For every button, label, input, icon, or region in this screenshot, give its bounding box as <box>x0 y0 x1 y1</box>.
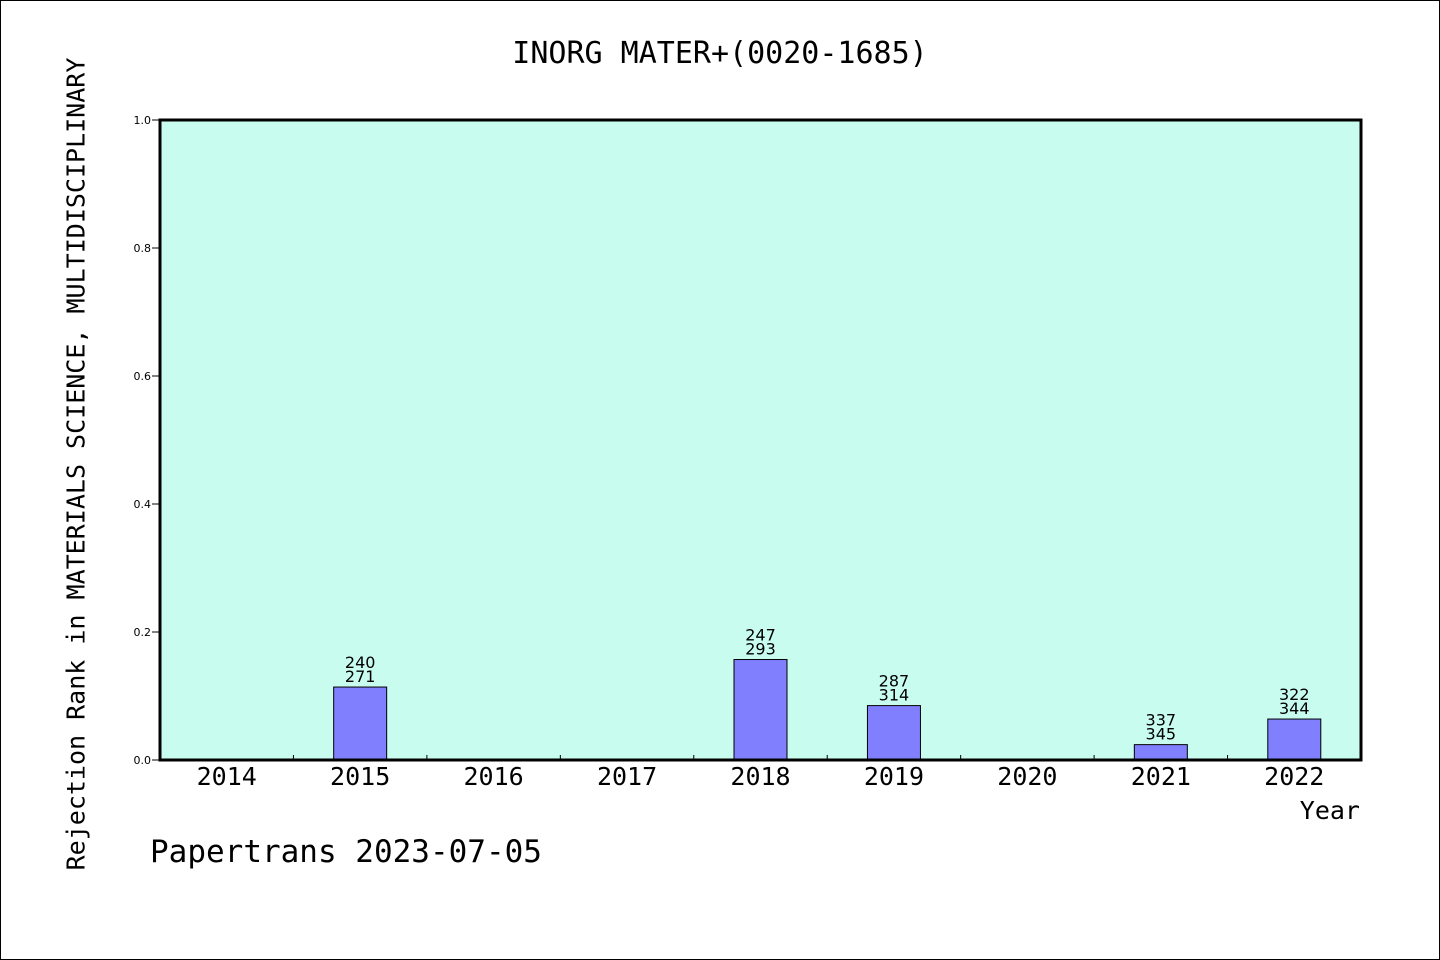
plot-border <box>158 118 1363 762</box>
x-tick-label: 2014 <box>197 762 257 791</box>
data-label-bottom: 345 <box>1146 725 1177 744</box>
x-tick-label: 2019 <box>864 762 924 791</box>
bar-2018 <box>733 659 788 761</box>
x-tick-label: 2020 <box>997 762 1057 791</box>
x-tick-label: 2015 <box>330 762 390 791</box>
x-tick-label: 2017 <box>597 762 657 791</box>
bar-2015 <box>333 686 388 761</box>
x-tick-label: 2016 <box>464 762 524 791</box>
data-label-bottom: 271 <box>345 667 376 686</box>
y-tick-label: 1.0 <box>134 114 152 127</box>
y-tick-label: 0.4 <box>134 498 152 511</box>
data-label-bottom: 314 <box>879 686 910 705</box>
x-tick-label: 2022 <box>1264 762 1324 791</box>
data-label-top: 287 <box>879 672 910 691</box>
data-label-bottom: 344 <box>1279 699 1310 718</box>
footer-credit: Papertrans 2023-07-05 <box>150 834 542 870</box>
bar-2021 <box>1133 744 1188 761</box>
data-label-top: 247 <box>745 626 776 645</box>
y-tick-label: 0.6 <box>134 370 152 383</box>
data-label-top: 322 <box>1279 685 1310 704</box>
y-tick-label: 0.2 <box>134 626 152 639</box>
x-tick-label: 2021 <box>1131 762 1191 791</box>
data-label-top: 337 <box>1146 711 1177 730</box>
bar-2022 <box>1267 718 1322 761</box>
data-label-bottom: 293 <box>745 640 776 659</box>
y-tick-label: 0.0 <box>134 754 152 767</box>
x-tick-label: 2018 <box>730 762 790 791</box>
plot-area <box>160 120 1361 760</box>
data-label-top: 240 <box>345 653 376 672</box>
y-tick-label: 0.8 <box>134 242 152 255</box>
bar-2019 <box>866 705 921 761</box>
x-axis-label: Year <box>1299 796 1360 825</box>
chart-title: INORG MATER+(0020-1685) <box>512 36 928 71</box>
